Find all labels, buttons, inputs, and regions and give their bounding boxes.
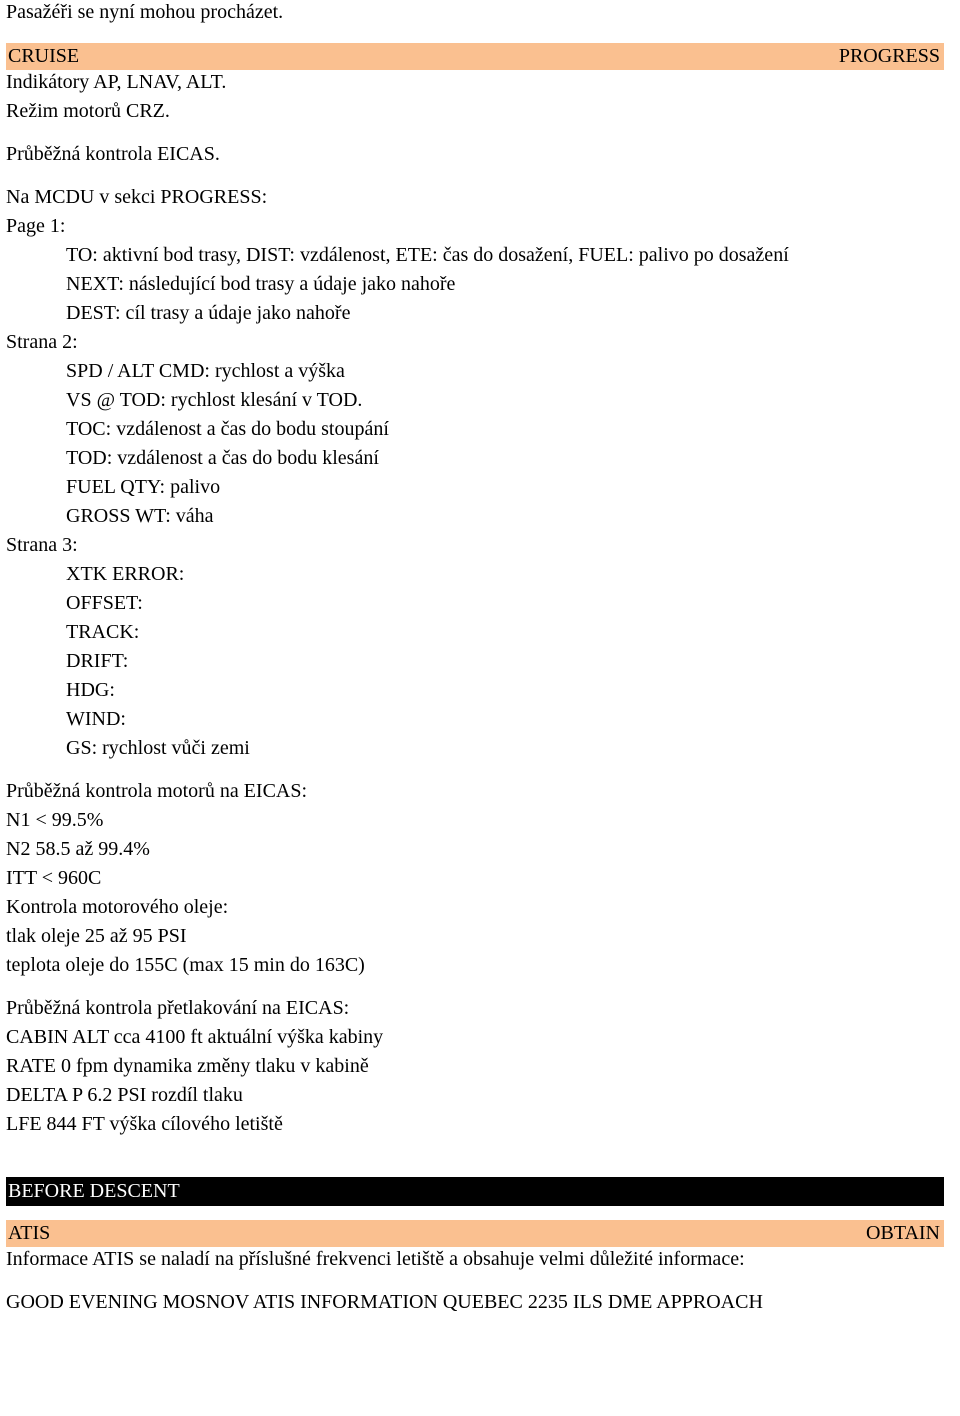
page1-line: DEST: cíl trasy a údaje jako nahoře <box>6 301 944 326</box>
eicas-engines-line: N2 58.5 až 99.4% <box>6 837 944 862</box>
document-page: Pasažéři se nyní mohou procházet. CRUISE… <box>0 0 960 1359</box>
before-descent-label: BEFORE DESCENT <box>8 1180 180 1202</box>
obtain-label: OBTAIN <box>866 1221 940 1246</box>
cruise-label: CRUISE <box>8 44 79 69</box>
eicas-press-line: CABIN ALT cca 4100 ft aktuální výška kab… <box>6 1025 944 1050</box>
intro-line: Pasažéři se nyní mohou procházet. <box>6 0 944 25</box>
page2-line: VS @ TOD: rychlost klesání v TOD. <box>6 388 944 413</box>
engine-mode-line: Režim motorů CRZ. <box>6 99 944 124</box>
page2-line: TOC: vzdálenost a čas do bodu stoupání <box>6 417 944 442</box>
mcdu-heading: Na MCDU v sekci PROGRESS: <box>6 185 944 210</box>
eicas-engines-line: teplota oleje do 155C (max 15 min do 163… <box>6 953 944 978</box>
eicas-press-heading: Průběžná kontrola přetlakování na EICAS: <box>6 996 944 1021</box>
eicas-press-line: RATE 0 fpm dynamika změny tlaku v kabině <box>6 1054 944 1079</box>
page2-line: SPD / ALT CMD: rychlost a výška <box>6 359 944 384</box>
eicas-engines-line: Kontrola motorového oleje: <box>6 895 944 920</box>
eicas-press-line: DELTA P 6.2 PSI rozdíl tlaku <box>6 1083 944 1108</box>
before-descent-bar: BEFORE DESCENT <box>6 1177 944 1206</box>
page3-line: XTK ERROR: <box>6 562 944 587</box>
page3-line: OFFSET: <box>6 591 944 616</box>
page2-label: Strana 2: <box>6 330 944 355</box>
page1-line: TO: aktivní bod trasy, DIST: vzdálenost,… <box>6 243 944 268</box>
eicas-check-line: Průběžná kontrola EICAS. <box>6 142 944 167</box>
page3-line: WIND: <box>6 707 944 732</box>
page3-line: GS: rychlost vůči zemi <box>6 736 944 761</box>
indicators-line: Indikátory AP, LNAV, ALT. <box>6 70 944 95</box>
page3-line: HDG: <box>6 678 944 703</box>
atis-body-line: Informace ATIS se naladí na příslušné fr… <box>6 1247 944 1272</box>
eicas-engines-line: ITT < 960C <box>6 866 944 891</box>
eicas-engines-line: tlak oleje 25 až 95 PSI <box>6 924 944 949</box>
page2-line: GROSS WT: váha <box>6 504 944 529</box>
page1-label: Page 1: <box>6 214 944 239</box>
page3-line: TRACK: <box>6 620 944 645</box>
page2-line: TOD: vzdálenost a čas do bodu klesání <box>6 446 944 471</box>
cruise-progress-bar: CRUISE PROGRESS <box>6 43 944 70</box>
atis-body-line: GOOD EVENING MOSNOV ATIS INFORMATION QUE… <box>6 1290 944 1315</box>
page3-line: DRIFT: <box>6 649 944 674</box>
page3-label: Strana 3: <box>6 533 944 558</box>
progress-label: PROGRESS <box>839 44 940 69</box>
atis-label: ATIS <box>8 1221 50 1246</box>
eicas-press-line: LFE 844 FT výška cílového letiště <box>6 1112 944 1137</box>
eicas-engines-heading: Průběžná kontrola motorů na EICAS: <box>6 779 944 804</box>
page2-line: FUEL QTY: palivo <box>6 475 944 500</box>
page1-line: NEXT: následující bod trasy a údaje jako… <box>6 272 944 297</box>
atis-obtain-bar: ATIS OBTAIN <box>6 1220 944 1247</box>
eicas-engines-line: N1 < 99.5% <box>6 808 944 833</box>
